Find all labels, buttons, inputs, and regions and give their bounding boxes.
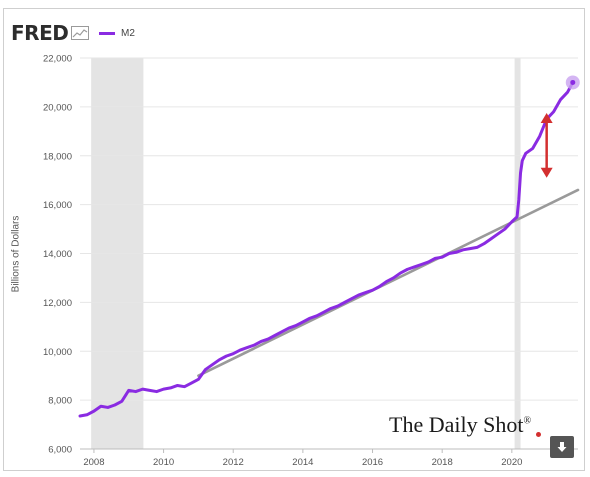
download-button[interactable] [550,436,574,458]
y-tick-label-0: 6,000 [48,445,72,456]
y-tick-label-6: 18,000 [43,151,72,162]
x-tick-label-6: 2020 [501,457,522,468]
download-icon [557,442,567,452]
x-tick-label-5: 2018 [432,457,453,468]
brand-dot [536,432,541,437]
y-tick-label-7: 20,000 [43,102,72,113]
fred-graph-icon [71,26,90,40]
x-tick-label-1: 2010 [153,457,174,468]
gridlines [80,57,578,450]
fred-logo-text: FRED [11,21,69,45]
y-tick-label-2: 10,000 [43,347,72,358]
x-tick-label-3: 2014 [292,457,313,468]
brand-text: The Daily Shot [389,412,524,437]
y-tick-label-1: 8,000 [48,396,72,407]
annotations [540,112,553,178]
legend-swatch-m2 [99,32,115,35]
brand-watermark: The Daily Shot® [389,412,531,438]
y-tick-label-8: 22,000 [43,54,72,65]
y-tick-labels: 6,000 8,000 10,000 12,000 14,000 16,000 18,000… [43,54,72,456]
x-tick-label-2: 2012 [223,457,244,468]
highlight-point [570,79,576,85]
y-tick-label-3: 12,000 [43,298,72,309]
y-tick-label-5: 16,000 [43,200,72,211]
legend-label-m2: M2 [121,28,135,39]
x-tick-labels: 2008 2010 2012 2014 2016 2018 2020 [83,449,522,468]
x-tick-label-0: 2008 [83,457,104,468]
legend: M2 [99,28,135,39]
arrow-head-up [540,112,553,123]
arrow-head-down [540,167,553,178]
brand-registered-mark: ® [523,415,532,427]
y-tick-label-4: 14,000 [43,249,72,260]
series-line-m2 [78,80,575,418]
series-line-trend [197,188,580,377]
fred-logo[interactable]: FRED [11,21,90,45]
series-lines [78,75,580,418]
x-tick-label-4: 2016 [362,457,383,468]
